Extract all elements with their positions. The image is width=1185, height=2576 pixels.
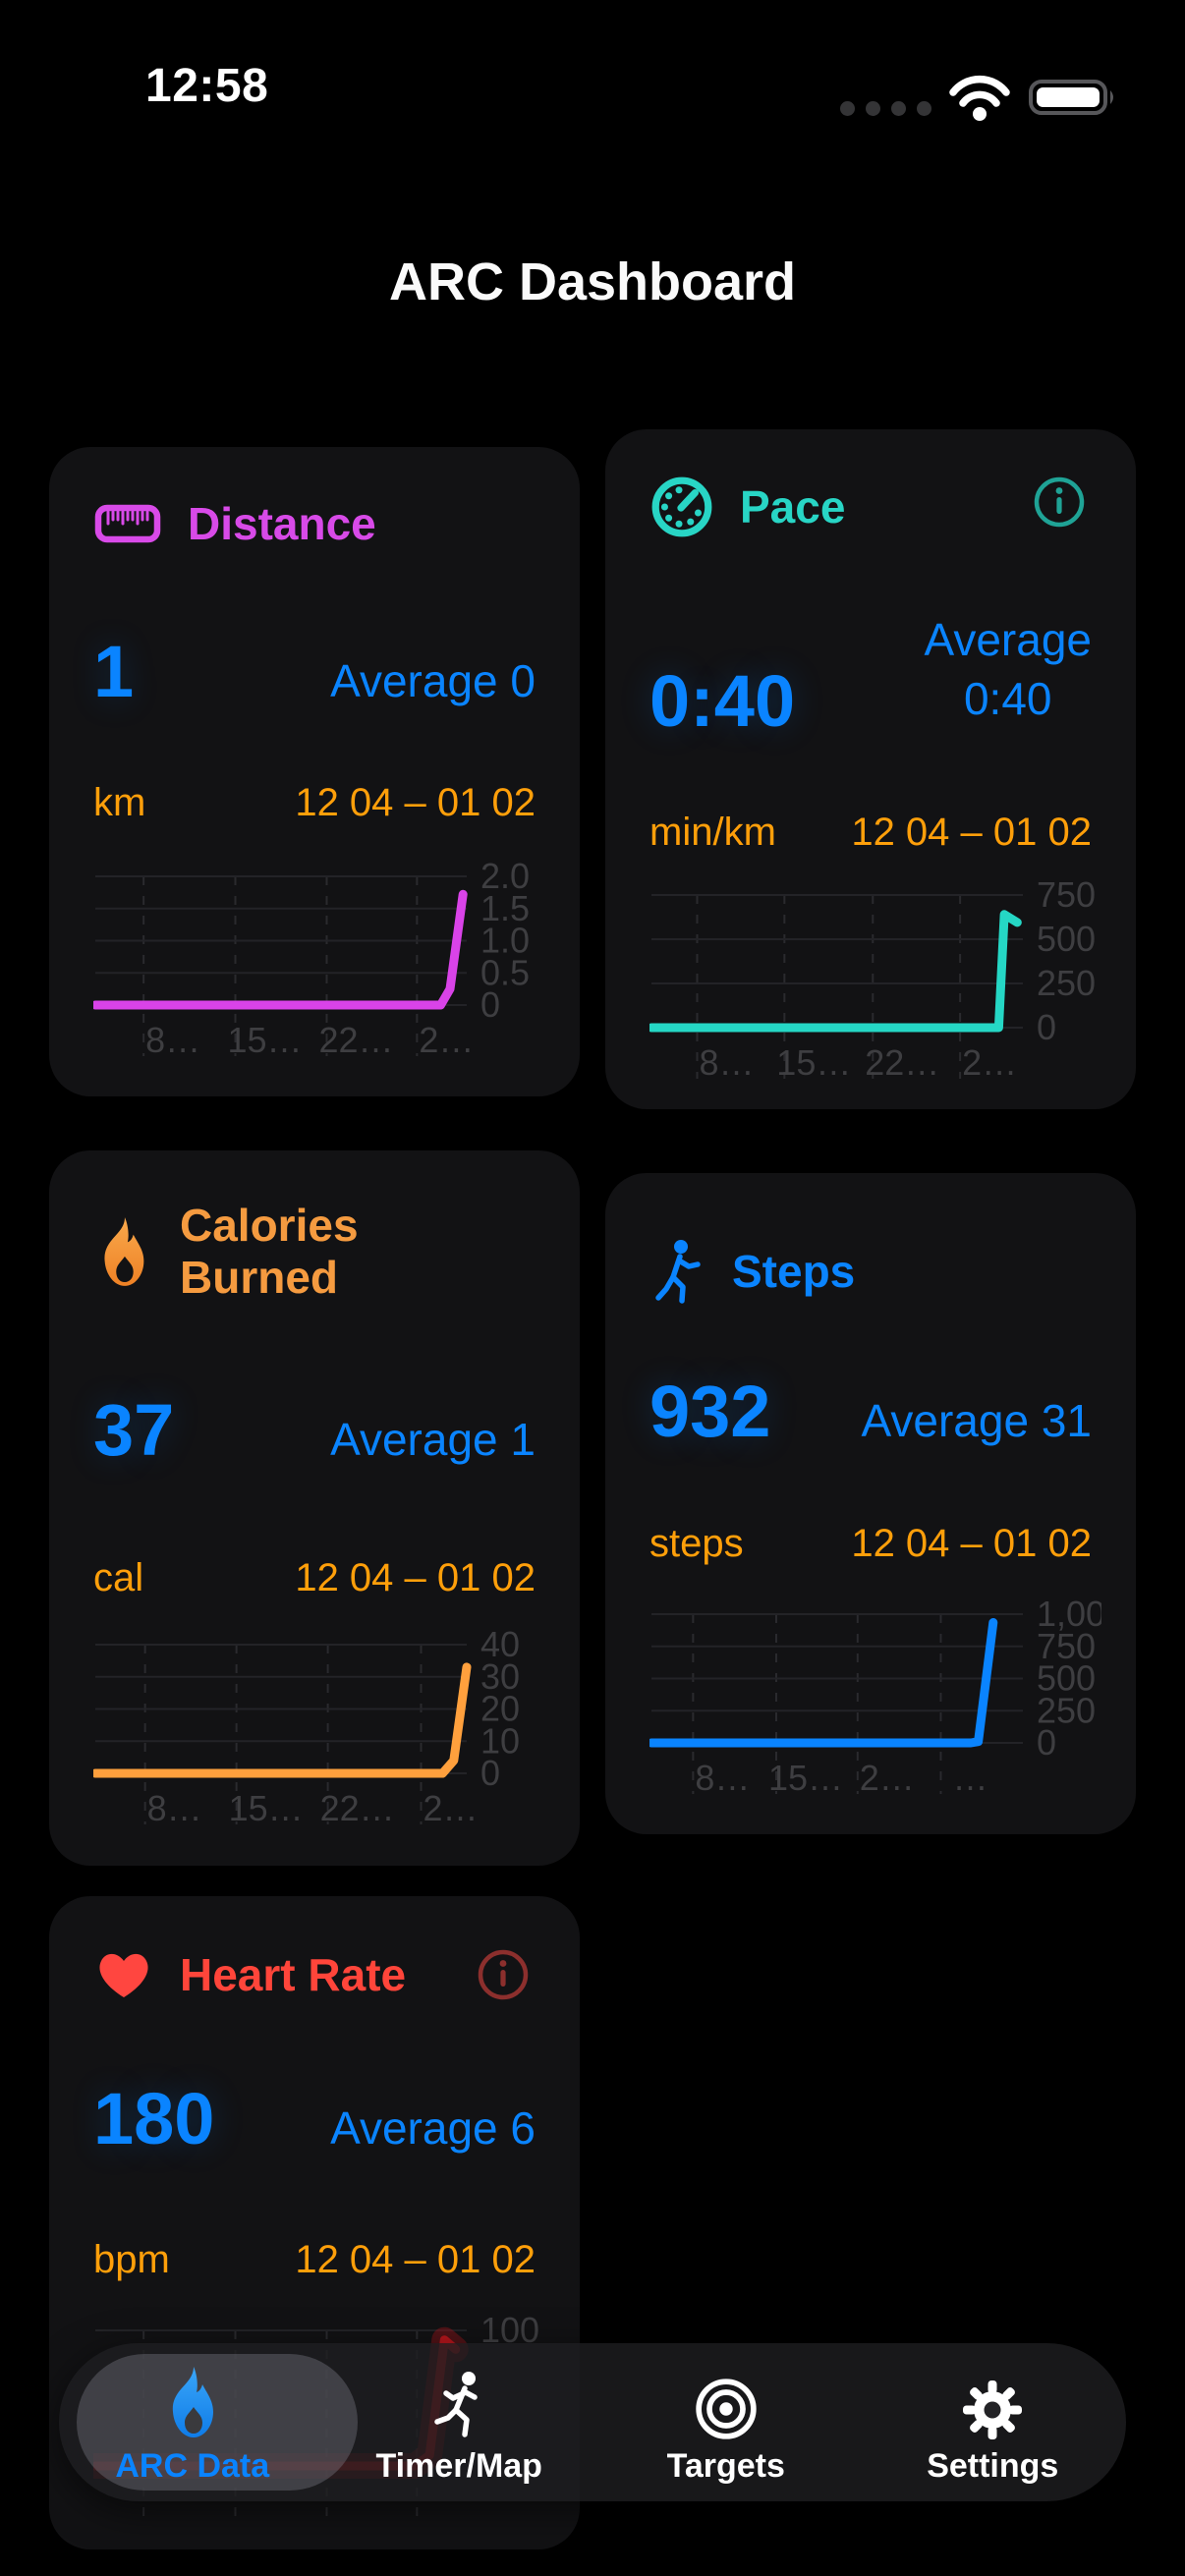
metric-card-pace[interactable]: Pace 0:40 Average 0:40 min/km 12 04 – 01… bbox=[605, 429, 1136, 1109]
info-icon[interactable] bbox=[1032, 475, 1087, 530]
ruler-icon bbox=[93, 500, 162, 547]
metric-value: 180 bbox=[93, 2078, 215, 2159]
metric-value: 932 bbox=[649, 1371, 771, 1452]
calories-chart: 40 30 20 10 0 8… 15… 22… 2… bbox=[93, 1625, 545, 1863]
date-range: 12 04 – 01 02 bbox=[851, 1522, 1092, 1565]
svg-text:250: 250 bbox=[1037, 963, 1096, 1003]
svg-text:15…: 15… bbox=[768, 1758, 843, 1798]
svg-text:15…: 15… bbox=[227, 1020, 302, 1060]
tab-label: Timer/Map bbox=[375, 2446, 542, 2485]
tab-timer-map[interactable]: Timer/Map bbox=[326, 2343, 593, 2501]
svg-text:0.5: 0.5 bbox=[480, 952, 530, 992]
metric-card-calories[interactable]: Calories Burned 37 Average 1 cal 12 04 –… bbox=[49, 1150, 580, 1866]
metric-value: 37 bbox=[93, 1389, 175, 1471]
metric-average: Average 0 bbox=[330, 655, 536, 706]
svg-text:22…: 22… bbox=[865, 1042, 939, 1083]
card-title: Pace bbox=[740, 480, 846, 532]
svg-text:15…: 15… bbox=[776, 1042, 851, 1083]
distance-chart: 2.0 1.5 1.0 0.5 0 8… 15… 22… 2… bbox=[93, 855, 545, 1077]
date-range: 12 04 – 01 02 bbox=[295, 1556, 536, 1599]
svg-text:2…: 2… bbox=[962, 1042, 1017, 1083]
flame-icon bbox=[161, 2363, 224, 2441]
svg-text:1.0: 1.0 bbox=[480, 921, 530, 961]
tab-settings[interactable]: Settings bbox=[860, 2343, 1127, 2501]
svg-text:8…: 8… bbox=[699, 1042, 754, 1083]
steps-chart: 1,0007505002500 8… 15… 2… … bbox=[649, 1594, 1101, 1831]
metric-card-distance[interactable]: Distance 1 Average 0 km 12 04 – 01 02 2.… bbox=[49, 447, 580, 1096]
svg-text:1.5: 1.5 bbox=[480, 888, 530, 928]
svg-text:1,000: 1,000 bbox=[1037, 1594, 1101, 1634]
tab-targets[interactable]: Targets bbox=[592, 2343, 860, 2501]
metric-unit: min/km bbox=[649, 811, 776, 854]
tab-label: Targets bbox=[666, 2446, 785, 2485]
status-time: 12:58 bbox=[145, 60, 269, 112]
svg-text:…: … bbox=[952, 1758, 988, 1798]
card-title: Steps bbox=[732, 1245, 856, 1297]
tab-label: ARC Data bbox=[115, 2446, 270, 2485]
metric-average: Average 31 bbox=[861, 1395, 1092, 1446]
svg-text:500: 500 bbox=[1037, 919, 1096, 959]
svg-text:750: 750 bbox=[1037, 879, 1096, 915]
svg-text:2…: 2… bbox=[419, 1020, 474, 1060]
metric-card-steps[interactable]: Steps 932 Average 31 steps 12 04 – 01 02… bbox=[605, 1173, 1136, 1834]
wifi-icon bbox=[947, 73, 1012, 127]
metric-value: 1 bbox=[93, 631, 135, 712]
svg-text:0: 0 bbox=[480, 1753, 500, 1793]
svg-text:500: 500 bbox=[1037, 1658, 1096, 1699]
cellular-dots-icon bbox=[840, 101, 931, 116]
metric-unit: steps bbox=[649, 1522, 744, 1565]
svg-text:22…: 22… bbox=[318, 1020, 393, 1060]
svg-text:0: 0 bbox=[1037, 1007, 1056, 1047]
metric-average: Average 0:40 bbox=[924, 614, 1092, 724]
svg-text:20: 20 bbox=[480, 1689, 520, 1729]
runner-icon bbox=[429, 2363, 488, 2441]
heart-icon bbox=[93, 1947, 154, 2002]
card-title: Calories Burned bbox=[180, 1200, 359, 1303]
gear-icon bbox=[961, 2363, 1024, 2441]
date-range: 12 04 – 01 02 bbox=[295, 2238, 536, 2281]
metric-average: Average 6 bbox=[330, 2102, 536, 2154]
metric-unit: km bbox=[93, 781, 146, 824]
metric-average: Average 1 bbox=[330, 1414, 536, 1465]
status-icons bbox=[840, 73, 1120, 127]
svg-text:250: 250 bbox=[1037, 1690, 1096, 1730]
svg-text:8…: 8… bbox=[145, 1020, 200, 1060]
svg-text:0: 0 bbox=[480, 984, 500, 1025]
tab-bar: ARC Data Timer/Map Ta bbox=[59, 2343, 1126, 2501]
metric-unit: cal bbox=[93, 1556, 144, 1599]
gauge-icon bbox=[649, 475, 714, 539]
flame-icon bbox=[93, 1213, 154, 1290]
metric-unit: bpm bbox=[93, 2238, 170, 2281]
page-title: ARC Dashboard bbox=[388, 252, 797, 312]
date-range: 12 04 – 01 02 bbox=[851, 811, 1092, 854]
svg-text:750: 750 bbox=[1037, 1626, 1096, 1666]
info-icon[interactable] bbox=[476, 1947, 531, 2002]
svg-text:40: 40 bbox=[480, 1625, 520, 1664]
svg-text:2.0: 2.0 bbox=[480, 856, 530, 896]
svg-text:10: 10 bbox=[480, 1720, 520, 1761]
svg-text:8…: 8… bbox=[695, 1758, 750, 1798]
tab-label: Settings bbox=[927, 2446, 1059, 2485]
card-title: Heart Rate bbox=[180, 1948, 407, 2000]
svg-text:0: 0 bbox=[1037, 1722, 1056, 1763]
svg-text:2…: 2… bbox=[860, 1758, 915, 1798]
tab-arc-data[interactable]: ARC Data bbox=[59, 2343, 326, 2501]
svg-text:8…: 8… bbox=[147, 1788, 202, 1828]
svg-text:30: 30 bbox=[480, 1656, 520, 1697]
walk-icon bbox=[649, 1238, 706, 1305]
metric-value: 0:40 bbox=[649, 660, 796, 742]
svg-text:22…: 22… bbox=[320, 1788, 395, 1828]
pace-chart: 750 500 250 0 8… 15… 22… 2… bbox=[649, 879, 1101, 1107]
date-range: 12 04 – 01 02 bbox=[295, 781, 536, 824]
target-icon bbox=[694, 2363, 759, 2441]
svg-text:2…: 2… bbox=[423, 1788, 478, 1828]
battery-full-icon bbox=[1028, 75, 1120, 125]
svg-text:15…: 15… bbox=[229, 1788, 304, 1828]
card-title: Distance bbox=[188, 498, 376, 549]
active-tab-highlight bbox=[77, 2354, 358, 2491]
